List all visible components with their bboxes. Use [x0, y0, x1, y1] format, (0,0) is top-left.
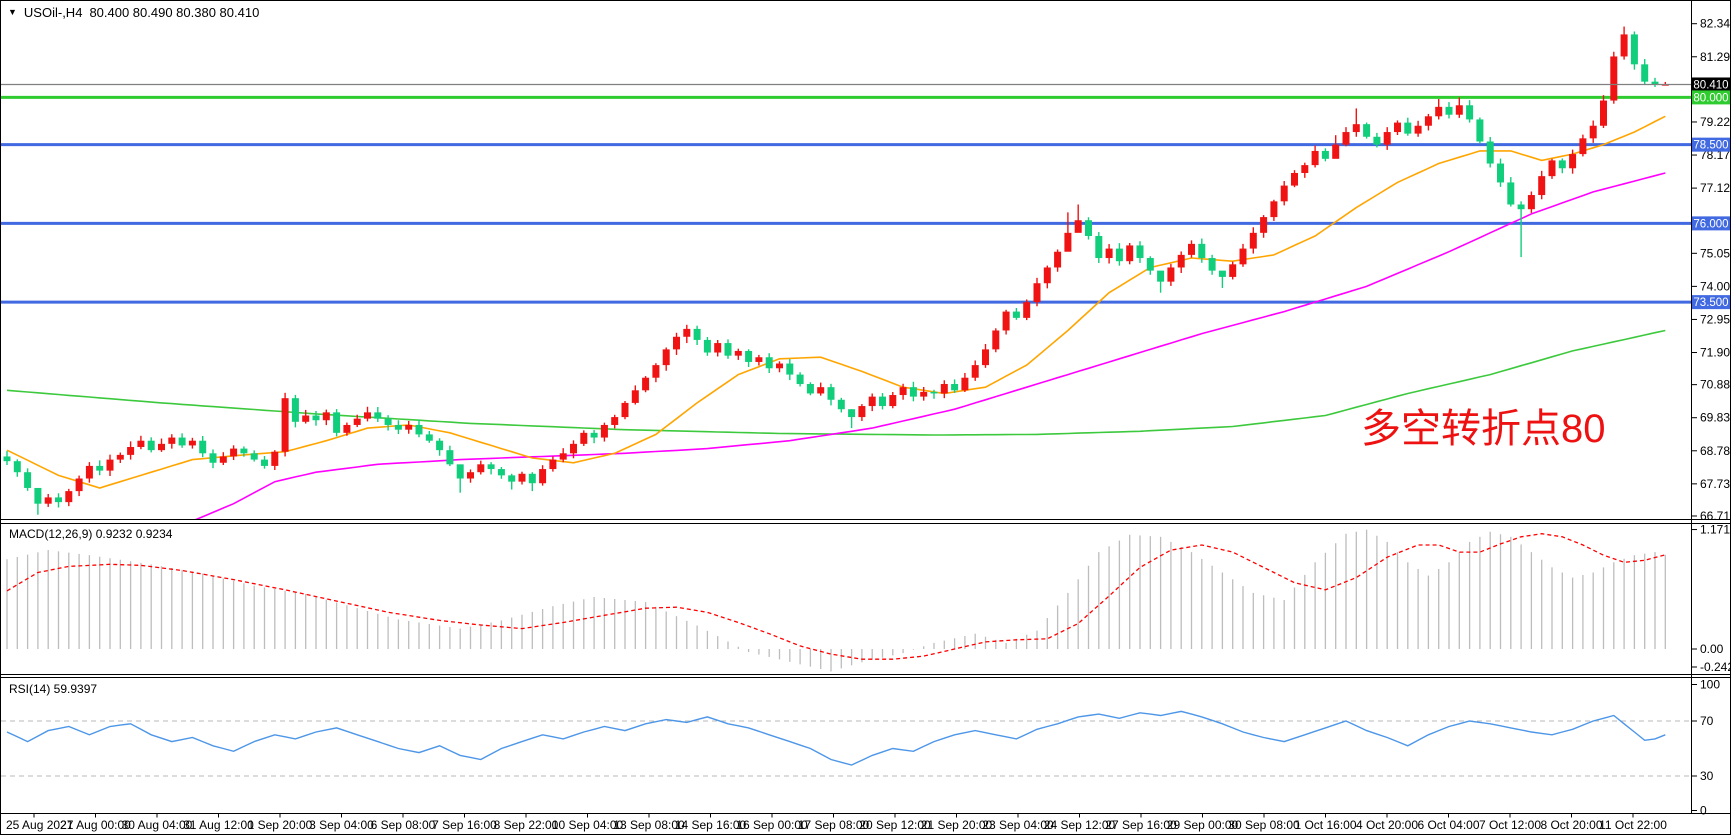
svg-text:0: 0 — [1700, 804, 1707, 818]
svg-text:-0.2424: -0.2424 — [1700, 660, 1731, 674]
svg-text:8 Sep 22:00: 8 Sep 22:00 — [494, 818, 559, 832]
svg-text:1.1711: 1.1711 — [1700, 523, 1731, 537]
svg-text:82.340: 82.340 — [1700, 17, 1731, 31]
svg-text:70.880: 70.880 — [1700, 378, 1731, 392]
svg-text:68.780: 68.780 — [1700, 444, 1731, 458]
svg-text:72.950: 72.950 — [1700, 312, 1731, 326]
svg-text:27 Sep 16:00: 27 Sep 16:00 — [1105, 818, 1177, 832]
svg-text:4 Oct 20:00: 4 Oct 20:00 — [1356, 818, 1418, 832]
svg-text:6 Oct 04:00: 6 Oct 04:00 — [1417, 818, 1479, 832]
macd-signal-line — [6, 533, 1666, 660]
macd-label: MACD(12,26,9) 0.9232 0.9234 — [9, 527, 173, 541]
svg-text:1 Oct 16:00: 1 Oct 16:00 — [1294, 818, 1356, 832]
svg-text:24 Sep 12:00: 24 Sep 12:00 — [1044, 818, 1116, 832]
symbol-header: ▼ USOil-,H4 80.400 80.490 80.380 80.410 — [8, 5, 259, 20]
macd-panel[interactable] — [6, 529, 1666, 672]
chart-menu-icon[interactable]: ▼ — [8, 7, 17, 17]
svg-text:21 Sep 20:00: 21 Sep 20:00 — [921, 818, 993, 832]
ma-fast — [6, 115, 1666, 489]
svg-text:13 Sep 08:00: 13 Sep 08:00 — [613, 818, 685, 832]
svg-text:100: 100 — [1700, 678, 1720, 692]
svg-text:14 Sep 16:00: 14 Sep 16:00 — [675, 818, 747, 832]
svg-text:79.220: 79.220 — [1700, 115, 1731, 129]
svg-text:30 Sep 08:00: 30 Sep 08:00 — [1228, 818, 1300, 832]
symbol-timeframe-label: USOil-,H4 — [23, 5, 83, 20]
price-tag — [1692, 295, 1730, 310]
chart-annotation-text: 多空转折点80 — [1361, 407, 1606, 451]
svg-text:78.500: 78.500 — [1693, 140, 1728, 152]
svg-text:29 Sep 00:00: 29 Sep 00:00 — [1167, 818, 1239, 832]
svg-text:81.290: 81.290 — [1700, 50, 1731, 64]
rsi-panel[interactable] — [1, 710, 1691, 777]
price-tag — [1692, 77, 1730, 92]
svg-text:7 Oct 12:00: 7 Oct 12:00 — [1479, 818, 1541, 832]
ohlc-readout: 80.400 80.490 80.380 80.410 — [89, 5, 260, 20]
svg-text:75.050: 75.050 — [1700, 246, 1731, 260]
svg-text:23 Sep 04:00: 23 Sep 04:00 — [982, 818, 1054, 832]
svg-text:11 Oct 22:00: 11 Oct 22:00 — [1599, 818, 1667, 832]
svg-text:77.120: 77.120 — [1700, 181, 1731, 195]
price-tag — [1692, 216, 1730, 231]
price-tag — [1692, 90, 1730, 105]
svg-text:6 Sep 08:00: 6 Sep 08:00 — [371, 818, 436, 832]
svg-text:66.710: 66.710 — [1700, 509, 1731, 523]
svg-text:7 Sep 16:00: 7 Sep 16:00 — [432, 818, 497, 832]
svg-text:74.000: 74.000 — [1700, 279, 1731, 293]
svg-text:80.000: 80.000 — [1693, 92, 1728, 104]
svg-text:17 Sep 08:00: 17 Sep 08:00 — [798, 818, 870, 832]
svg-text:27 Aug 00:00: 27 Aug 00:00 — [60, 818, 131, 832]
svg-text:76.000: 76.000 — [1693, 218, 1728, 230]
rsi-label: RSI(14) 59.9397 — [9, 682, 98, 696]
svg-text:30 Aug 04:00: 30 Aug 04:00 — [122, 818, 193, 832]
price-tag — [1692, 137, 1730, 152]
svg-text:73.500: 73.500 — [1693, 297, 1728, 309]
svg-text:0.00: 0.00 — [1700, 642, 1724, 656]
svg-text:70: 70 — [1700, 714, 1714, 728]
svg-text:10 Sep 04:00: 10 Sep 04:00 — [552, 818, 624, 832]
svg-text:20 Sep 12:00: 20 Sep 12:00 — [859, 818, 931, 832]
main-price-panel[interactable] — [1, 26, 1691, 521]
svg-text:67.730: 67.730 — [1700, 477, 1731, 491]
svg-text:1 Sep 20:00: 1 Sep 20:00 — [248, 818, 313, 832]
svg-text:8 Oct 20:00: 8 Oct 20:00 — [1540, 818, 1602, 832]
svg-text:71.900: 71.900 — [1700, 346, 1731, 360]
svg-text:25 Aug 2021: 25 Aug 2021 — [6, 818, 74, 832]
svg-text:16 Sep 00:00: 16 Sep 00:00 — [736, 818, 808, 832]
svg-text:30: 30 — [1700, 769, 1714, 783]
rsi-line — [6, 710, 1666, 766]
svg-text:31 Aug 12:00: 31 Aug 12:00 — [183, 818, 254, 832]
svg-text:69.830: 69.830 — [1700, 411, 1731, 425]
svg-text:80.410: 80.410 — [1693, 79, 1728, 91]
svg-text:3 Sep 04:00: 3 Sep 04:00 — [309, 818, 374, 832]
ma-medium — [193, 172, 1666, 520]
candles-layer — [3, 26, 1669, 515]
